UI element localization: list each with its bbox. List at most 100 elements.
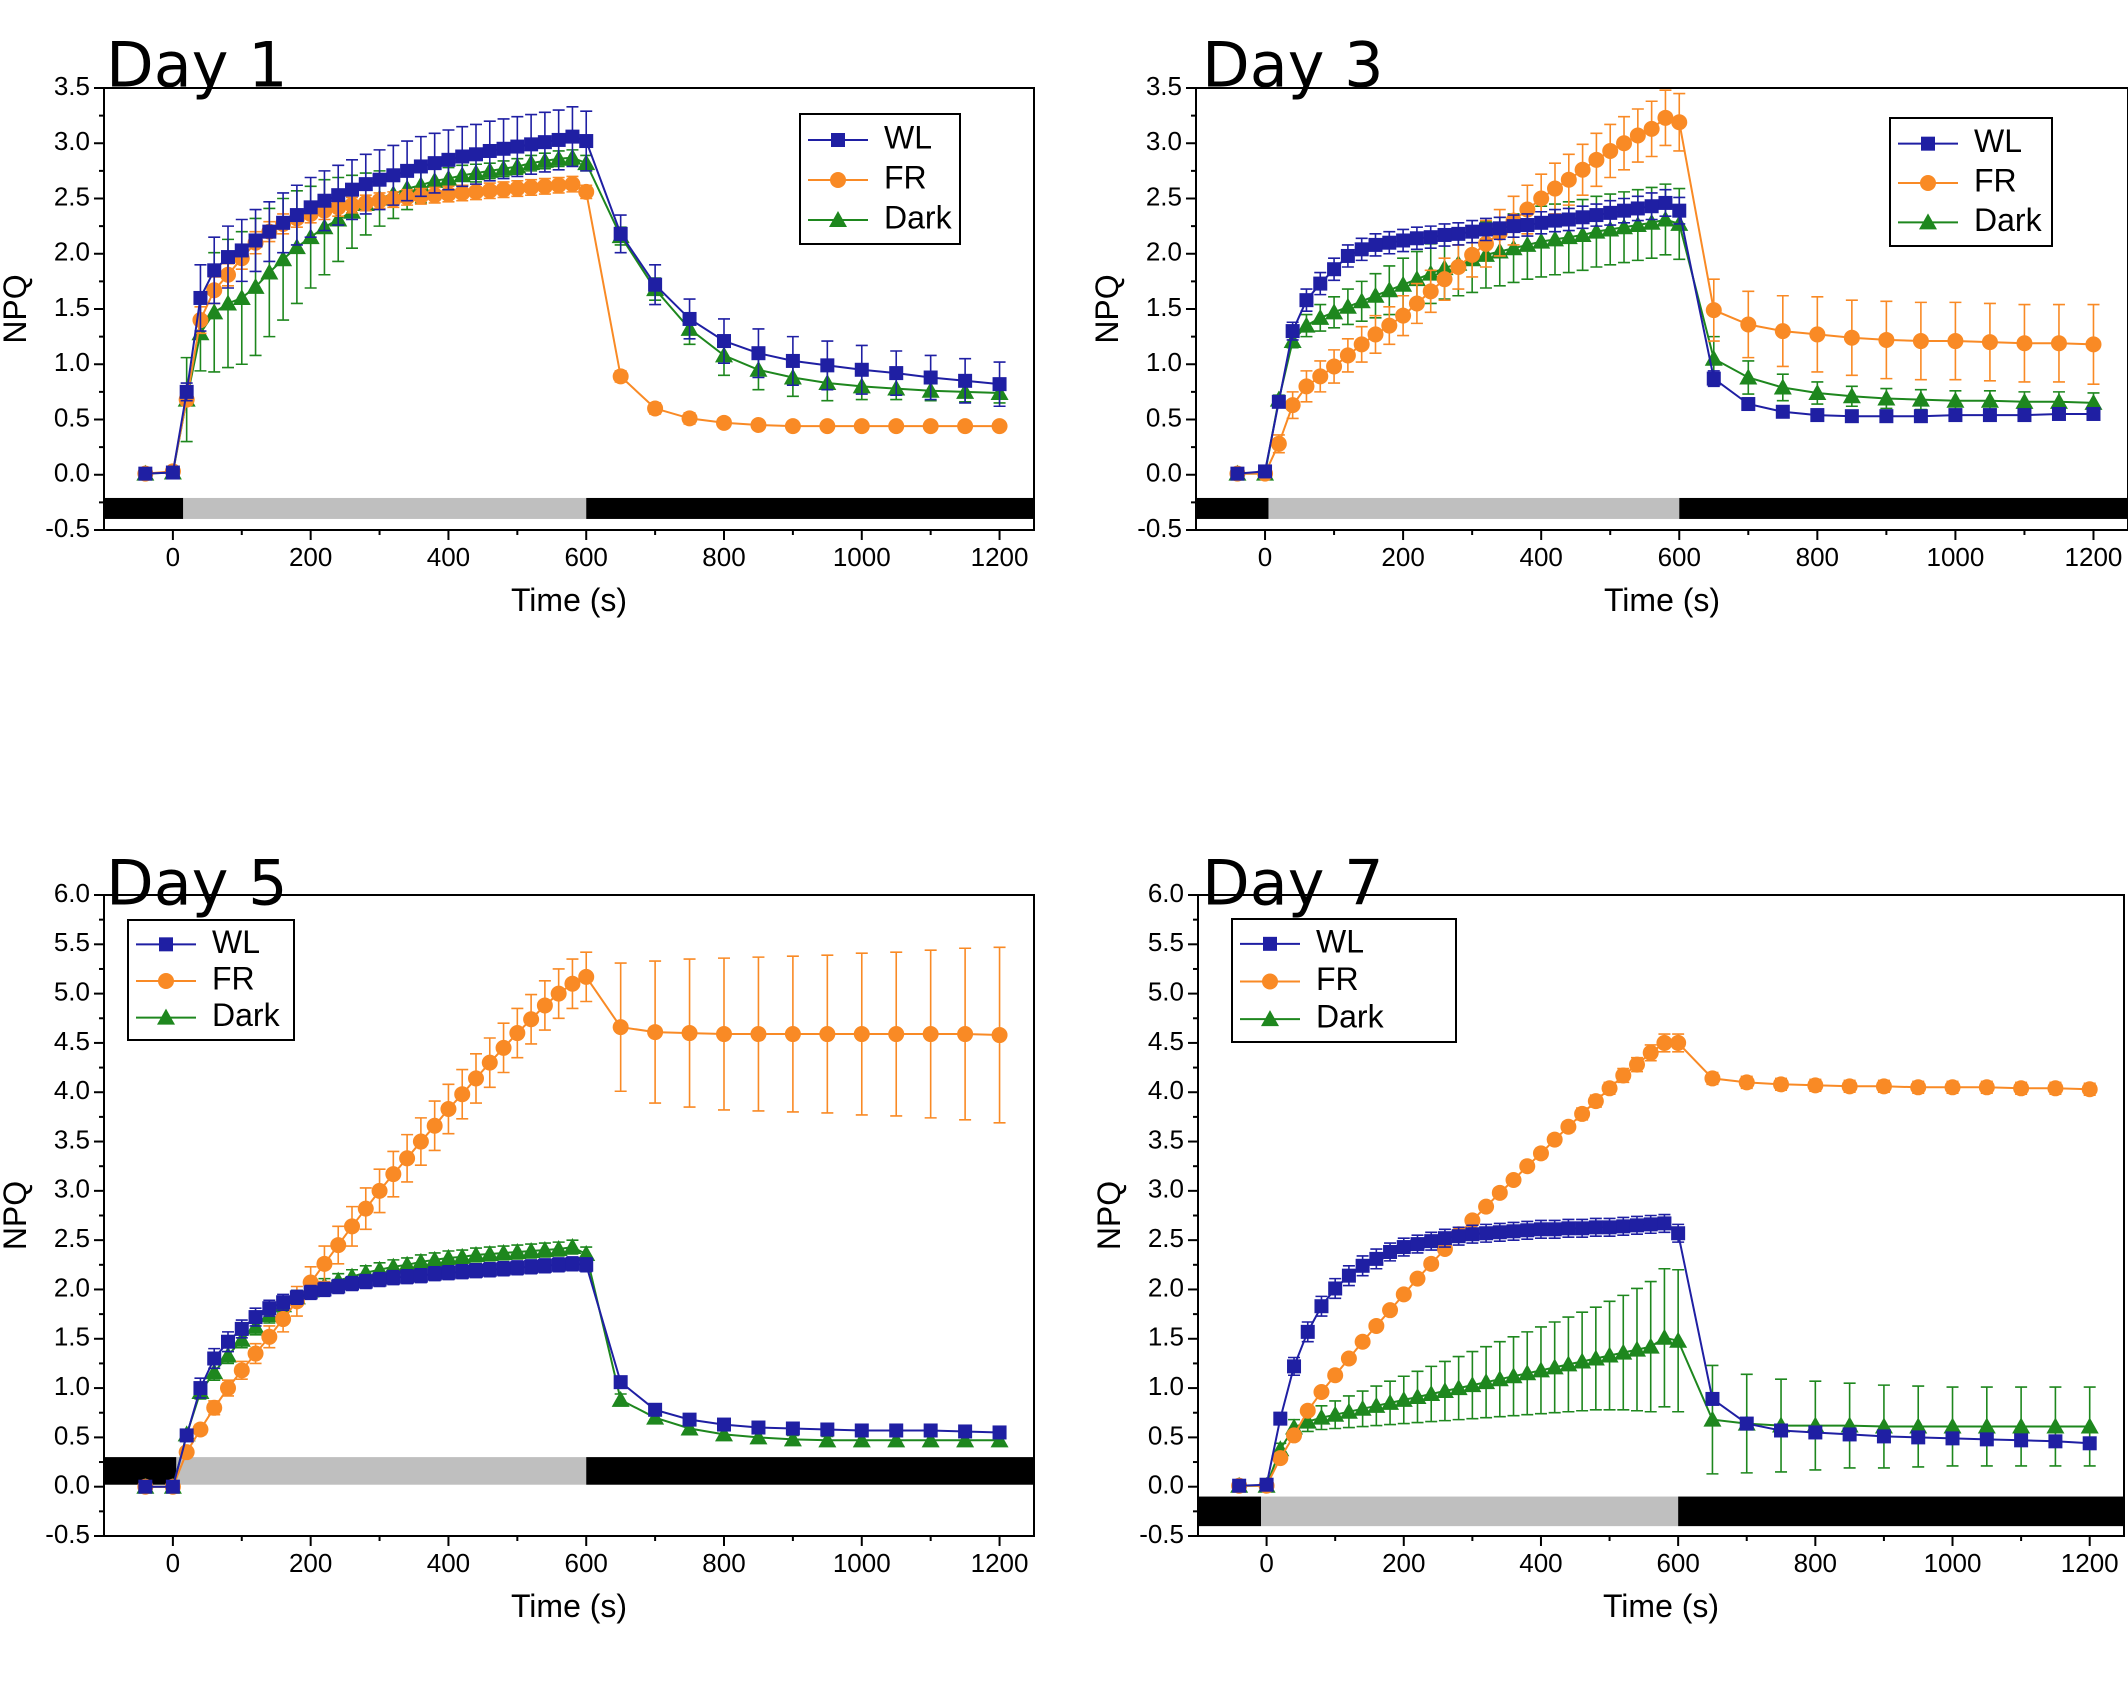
data-point — [468, 1070, 484, 1087]
data-point — [1504, 239, 1523, 256]
data-point — [1810, 408, 1825, 423]
y-tick-label: 0.0 — [54, 1470, 90, 1500]
x-tick-label: 800 — [702, 542, 745, 572]
data-point — [647, 1024, 664, 1041]
data-point — [220, 1380, 236, 1397]
data-point — [426, 1117, 443, 1134]
legend-label: FR — [1316, 961, 1359, 997]
data-point — [1774, 323, 1791, 340]
data-point — [1340, 1350, 1357, 1367]
data-point — [1338, 297, 1357, 314]
data-point — [1327, 262, 1342, 277]
x-tick-label: 1200 — [971, 1548, 1029, 1578]
data-point — [1982, 408, 1997, 423]
chart-svg: Day 3 -0.5 0.0 0.5 1.0 1.5 2.0 2.5 3.0 3.5 0 200 400… — [1089, 28, 2128, 618]
data-point — [1773, 1076, 1790, 1093]
series-line — [145, 1262, 1000, 1488]
data-point — [1627, 1340, 1646, 1357]
series-group — [1228, 89, 2103, 482]
data-point — [578, 183, 595, 200]
data-point — [751, 346, 766, 361]
data-point — [681, 1025, 698, 1042]
data-point — [2082, 1436, 2097, 1451]
x-tick-label: 0 — [1259, 1548, 1273, 1578]
data-point — [2013, 1080, 2030, 1097]
data-point — [682, 311, 697, 326]
data-point — [1641, 1337, 1660, 1354]
x-axis-label: Time (s) — [511, 582, 627, 618]
data-point — [853, 1026, 870, 1043]
data-point — [1600, 1346, 1619, 1363]
data-point — [495, 1039, 512, 1056]
data-point — [246, 277, 265, 294]
y-tick-label: 2.5 — [1146, 181, 1182, 211]
chart-svg: Day 1 -0.5 0.0 0.5 1.0 1.5 2.0 2.5 3.0 3.5 0 200 400… — [0, 28, 1035, 618]
data-point — [1629, 1218, 1644, 1233]
data-point — [1533, 190, 1550, 207]
data-point — [922, 418, 939, 435]
data-point — [1912, 333, 1929, 350]
data-point — [331, 188, 346, 203]
data-point — [1422, 1384, 1441, 1401]
data-point — [427, 156, 442, 171]
legend-marker — [1919, 213, 1937, 230]
y-tick-label: -0.5 — [1139, 1519, 1184, 1549]
legend-label: WL — [1316, 923, 1364, 959]
data-point — [853, 418, 870, 435]
data-point — [207, 263, 222, 278]
data-point — [1328, 1281, 1343, 1296]
panel-day-7: Day 7 -0.5 0.0 0.5 1.0 1.5 2.0 2.5 3.0 3.5 4.0 4.5 5… — [1064, 840, 2128, 1681]
data-point — [563, 1238, 582, 1255]
data-point — [613, 226, 628, 241]
data-point — [1616, 135, 1633, 152]
y-tick-label: 5.5 — [54, 927, 90, 957]
data-point — [611, 1390, 630, 1407]
x-tick-label: 0 — [166, 1548, 180, 1578]
data-point — [1546, 180, 1563, 197]
data-point — [784, 1026, 801, 1043]
data-point — [1382, 235, 1397, 250]
data-point — [1449, 1379, 1468, 1396]
x-tick-label: 600 — [1656, 1548, 1699, 1578]
x-axis-label: Time (s) — [511, 1588, 627, 1624]
legend-label: FR — [212, 960, 255, 996]
data-point — [1671, 1226, 1686, 1241]
data-point — [1504, 1367, 1523, 1384]
data-point — [1809, 326, 1826, 343]
data-point — [482, 143, 497, 158]
data-point — [192, 1421, 209, 1438]
data-point — [1270, 435, 1287, 452]
data-point — [957, 1026, 974, 1043]
legend-marker — [1262, 973, 1278, 990]
data-point — [1383, 1244, 1398, 1259]
data-point — [680, 1419, 699, 1436]
data-point — [1977, 1417, 1996, 1434]
data-point — [179, 384, 194, 399]
data-point — [1643, 120, 1660, 137]
y-tick-label: 1.0 — [54, 1371, 90, 1401]
data-point — [717, 1417, 731, 1432]
data-point — [922, 1026, 939, 1043]
data-point — [400, 1269, 415, 1284]
data-point — [1490, 1370, 1509, 1387]
y-tick-label: 2.5 — [1148, 1223, 1184, 1253]
data-point — [1380, 281, 1399, 298]
data-point — [2086, 406, 2101, 421]
data-point — [1327, 1367, 1344, 1384]
data-point — [205, 1363, 224, 1380]
x-tick-label: 400 — [427, 542, 470, 572]
data-point — [889, 1423, 904, 1438]
data-point — [1658, 195, 1673, 210]
light-regime-bar-dark — [586, 1457, 1034, 1485]
y-tick-label: 4.5 — [1148, 1026, 1184, 1056]
data-point — [1559, 228, 1578, 245]
data-point — [1703, 1410, 1722, 1427]
data-point — [468, 183, 484, 200]
data-point — [1574, 1105, 1591, 1122]
legend-marker — [1921, 136, 1935, 151]
data-point — [274, 250, 293, 267]
data-point — [205, 303, 224, 320]
x-tick-label: 1000 — [1924, 1548, 1982, 1578]
